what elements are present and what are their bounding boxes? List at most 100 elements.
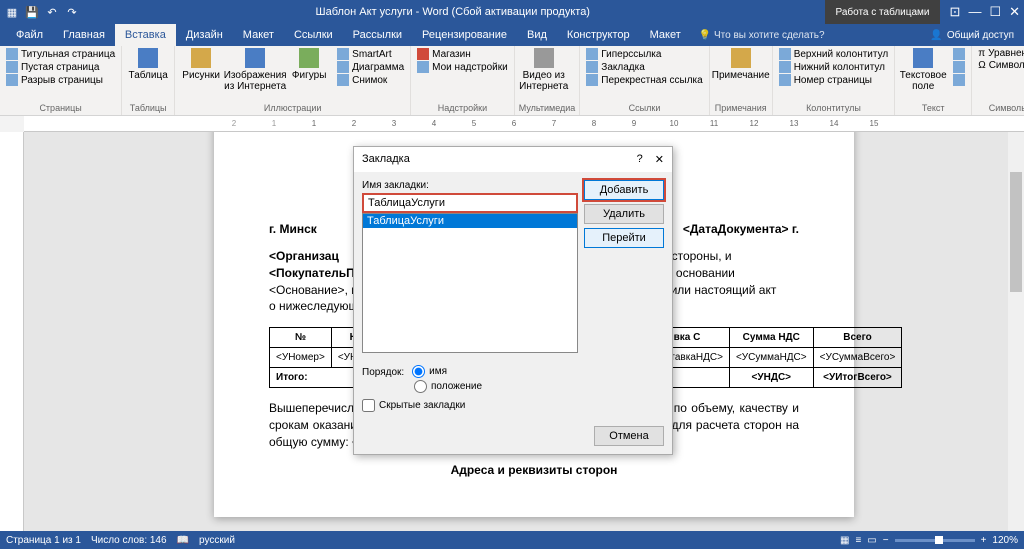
bookmark-dialog: Закладка ? ✕ Имя закладки: ТаблицаУслуги… — [353, 146, 673, 455]
dialog-title: Закладка — [362, 153, 410, 166]
doc-section-heading: Адреса и реквизиты сторон — [269, 463, 799, 477]
scrollbar-thumb[interactable] — [1010, 172, 1022, 292]
word-count[interactable]: Число слов: 146 — [91, 535, 167, 546]
tab-references[interactable]: Ссылки — [284, 24, 343, 46]
sort-by-position-radio[interactable]: положение — [414, 380, 664, 393]
bookmark-list[interactable]: ТаблицаУслуги — [362, 213, 578, 353]
redo-icon[interactable]: ↷ — [64, 4, 80, 20]
contextual-tab-label: Работа с таблицами — [825, 0, 939, 24]
status-bar: Страница 1 из 1 Число слов: 146 📖 русски… — [0, 531, 1024, 549]
store-button[interactable]: Магазин — [415, 48, 510, 60]
quick-access-toolbar: ▦ 💾 ↶ ↷ — [4, 4, 80, 20]
doc-date: <ДатаДокумента> г. — [683, 222, 799, 236]
language-indicator[interactable]: русский — [199, 535, 235, 546]
equation-button[interactable]: π Уравнение — [976, 48, 1024, 59]
th-total: Всего — [813, 328, 902, 348]
group-tables: Таблица Таблицы — [122, 46, 175, 115]
hyperlink-button[interactable]: Гиперссылка — [584, 48, 704, 60]
th-num: № — [270, 328, 332, 348]
bookmark-name-input[interactable] — [362, 193, 578, 213]
group-symbols: π Уравнение Ω Символ Символы — [972, 46, 1024, 115]
dropcap-icon[interactable] — [951, 74, 967, 86]
titlebar: ▦ 💾 ↶ ↷ Шаблон Акт услуги - Word (Сбой а… — [0, 0, 1024, 24]
online-pictures-button[interactable]: Изображения из Интернета — [227, 48, 283, 92]
blank-page-button[interactable]: Пустая страница — [4, 61, 117, 73]
horizontal-ruler[interactable]: 21 123456789101112131415 — [24, 116, 1024, 132]
minimize-icon[interactable]: — — [968, 4, 981, 20]
tab-insert[interactable]: Вставка — [115, 24, 176, 46]
sort-label: Порядок: — [362, 367, 404, 378]
share-button[interactable]: Общий доступ — [920, 30, 1024, 41]
zoom-slider[interactable] — [895, 539, 975, 542]
comment-button[interactable]: Примечание — [714, 48, 768, 81]
view-read-icon[interactable]: ≡ — [855, 535, 861, 546]
zoom-in-icon[interactable]: + — [981, 535, 987, 546]
online-video-button[interactable]: Видео из Интернета — [519, 48, 569, 92]
tab-home[interactable]: Главная — [53, 24, 115, 46]
tab-review[interactable]: Рецензирование — [412, 24, 517, 46]
tab-file[interactable]: Файл — [6, 24, 53, 46]
footer-button[interactable]: Нижний колонтитул — [777, 61, 891, 73]
sort-by-name-radio[interactable]: имя — [412, 365, 447, 378]
tab-view[interactable]: Вид — [517, 24, 557, 46]
hidden-bookmarks-checkbox[interactable]: Скрытые закладки — [362, 399, 664, 412]
header-button[interactable]: Верхний колонтитул — [777, 48, 891, 60]
delete-bookmark-button[interactable]: Удалить — [584, 204, 664, 224]
group-comments: Примечание Примечания — [710, 46, 773, 115]
screenshot-button[interactable]: Снимок — [335, 74, 406, 86]
page-indicator[interactable]: Страница 1 из 1 — [6, 535, 81, 546]
pictures-button[interactable]: Рисунки — [179, 48, 223, 81]
maximize-icon[interactable]: ☐ — [989, 4, 1001, 20]
word-icon: ▦ — [4, 4, 20, 20]
symbol-button[interactable]: Ω Символ — [976, 60, 1024, 71]
view-print-icon[interactable]: ▦ — [840, 535, 849, 546]
group-addins: Магазин Мои надстройки Надстройки — [411, 46, 515, 115]
tell-me-box[interactable]: 💡 Что вы хотите сделать? — [691, 30, 825, 41]
chart-button[interactable]: Диаграмма — [335, 61, 406, 73]
group-pages: Титульная страница Пустая страница Разры… — [0, 46, 122, 115]
ribbon-options-icon[interactable]: ⊡ — [950, 4, 961, 20]
ribbon: Титульная страница Пустая страница Разры… — [0, 46, 1024, 116]
view-web-icon[interactable]: ▭ — [867, 535, 876, 546]
ribbon-tabs: Файл Главная Вставка Дизайн Макет Ссылки… — [0, 24, 1024, 46]
cancel-button[interactable]: Отмена — [594, 426, 664, 446]
my-addins-button[interactable]: Мои надстройки — [415, 61, 510, 73]
vertical-ruler[interactable] — [0, 132, 24, 531]
shapes-button[interactable]: Фигуры — [287, 48, 331, 81]
group-header-footer: Верхний колонтитул Нижний колонтитул Ном… — [773, 46, 896, 115]
spellcheck-icon[interactable]: 📖 — [177, 535, 189, 546]
undo-icon[interactable]: ↶ — [44, 4, 60, 20]
textbox-button[interactable]: Текстовое поле — [899, 48, 947, 92]
zoom-level[interactable]: 120% — [992, 535, 1018, 546]
tab-table-layout[interactable]: Макет — [640, 24, 691, 46]
close-icon[interactable]: ✕ — [1009, 4, 1020, 20]
table-button[interactable]: Таблица — [126, 48, 170, 81]
window-title: Шаблон Акт услуги - Word (Сбой активации… — [80, 6, 825, 18]
bookmark-list-item[interactable]: ТаблицаУслуги — [363, 214, 577, 228]
dialog-titlebar[interactable]: Закладка ? ✕ — [354, 147, 672, 172]
tab-mailings[interactable]: Рассылки — [343, 24, 412, 46]
bookmark-name-label: Имя закладки: — [362, 180, 578, 191]
page-break-button[interactable]: Разрыв страницы — [4, 74, 117, 86]
group-illustrations: Рисунки Изображения из Интернета Фигуры … — [175, 46, 411, 115]
smartart-button[interactable]: SmartArt — [335, 48, 406, 60]
tab-design[interactable]: Дизайн — [176, 24, 233, 46]
page-number-button[interactable]: Номер страницы — [777, 74, 891, 86]
dialog-close-icon[interactable]: ✕ — [655, 153, 664, 166]
group-text: Текстовое поле Текст — [895, 46, 972, 115]
wordart-icon[interactable] — [951, 61, 967, 73]
zoom-out-icon[interactable]: − — [883, 535, 889, 546]
add-bookmark-button[interactable]: Добавить — [584, 180, 664, 200]
tab-constructor[interactable]: Конструктор — [557, 24, 640, 46]
dialog-help-icon[interactable]: ? — [637, 153, 643, 166]
save-icon[interactable]: 💾 — [24, 4, 40, 20]
vertical-scrollbar[interactable] — [1008, 132, 1024, 531]
group-links: Гиперссылка Закладка Перекрестная ссылка… — [580, 46, 709, 115]
goto-bookmark-button[interactable]: Перейти — [584, 228, 664, 248]
bookmark-button[interactable]: Закладка — [584, 61, 704, 73]
crossref-button[interactable]: Перекрестная ссылка — [584, 74, 704, 86]
cover-page-button[interactable]: Титульная страница — [4, 48, 117, 60]
quickparts-icon[interactable] — [951, 48, 967, 60]
group-media: Видео из Интернета Мультимедиа — [515, 46, 581, 115]
tab-layout[interactable]: Макет — [233, 24, 284, 46]
